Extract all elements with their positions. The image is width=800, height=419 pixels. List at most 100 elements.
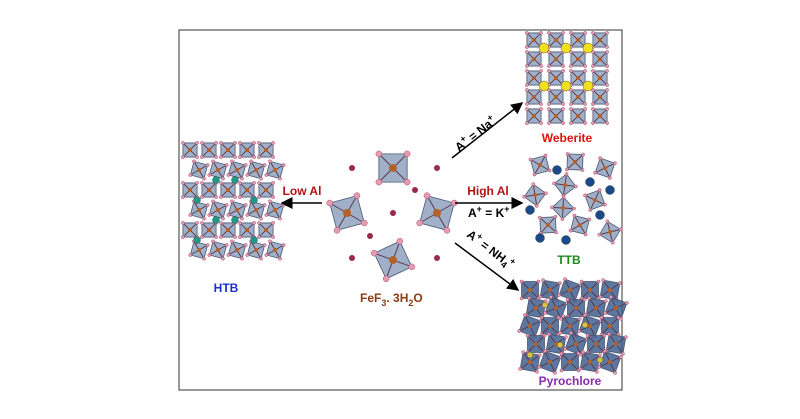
- fluorine: [609, 295, 613, 299]
- fluorine: [245, 213, 250, 217]
- iron: [264, 148, 268, 152]
- k-condition: A+ = K+: [468, 204, 510, 220]
- fluorine: [396, 237, 404, 245]
- cation: [605, 185, 615, 195]
- nh4-condition: A+ = NH4+: [463, 226, 518, 274]
- text-part: 3: [381, 298, 386, 308]
- fluorine: [565, 167, 569, 172]
- fluorine: [188, 173, 193, 177]
- fluorine: [621, 351, 625, 356]
- iron: [532, 76, 536, 80]
- fluorine: [259, 256, 263, 261]
- fluorine: [583, 31, 587, 35]
- cation: [561, 235, 571, 245]
- fluorine: [625, 301, 629, 305]
- fluorine: [264, 213, 269, 217]
- iron: [197, 208, 201, 212]
- fluorine: [219, 195, 223, 199]
- iron: [548, 288, 552, 292]
- fluorine: [221, 216, 225, 221]
- fluorine: [613, 161, 617, 166]
- fluorine: [588, 208, 593, 212]
- fluorine: [525, 50, 529, 54]
- fluorine: [252, 221, 256, 225]
- fluorine: [181, 221, 185, 225]
- fluorine: [582, 297, 587, 302]
- fluorine: [281, 243, 286, 247]
- fluorine: [525, 45, 529, 49]
- fluorine: [559, 368, 564, 373]
- iron: [254, 168, 258, 172]
- fluorine: [519, 279, 524, 284]
- fluorine: [547, 107, 551, 111]
- iron: [598, 95, 602, 99]
- fluorine: [591, 107, 595, 111]
- fluorine: [587, 217, 592, 222]
- fluorine: [226, 173, 231, 177]
- cation: [582, 42, 594, 54]
- fluorine: [211, 239, 215, 244]
- fluorine: [271, 235, 275, 239]
- fluorine: [583, 121, 587, 125]
- fluorine: [532, 172, 537, 177]
- fluorine: [443, 227, 451, 234]
- cation: [538, 80, 550, 92]
- iron: [538, 163, 542, 167]
- fluorine: [537, 353, 542, 357]
- fluorine: [252, 181, 256, 185]
- fluorine: [518, 367, 523, 371]
- fluorine: [583, 313, 587, 317]
- fluorine: [547, 69, 551, 73]
- frame: [178, 29, 623, 391]
- fluorine: [583, 64, 587, 68]
- fluorine: [238, 181, 242, 185]
- center-formula: FeF3. 3H2O: [360, 291, 423, 308]
- fluorine: [224, 163, 229, 167]
- fluorine: [603, 299, 608, 303]
- fluorine: [601, 278, 605, 283]
- fluorine: [569, 121, 573, 125]
- cation: [538, 42, 550, 54]
- fluorine: [569, 331, 573, 335]
- iron: [226, 188, 230, 192]
- fluorine: [200, 221, 204, 225]
- fluorine: [233, 195, 237, 199]
- fluorine: [268, 199, 272, 204]
- iron: [197, 168, 201, 172]
- fluorine: [211, 199, 215, 204]
- fluorine: [207, 213, 212, 217]
- fluorine: [271, 181, 275, 185]
- text-part: +: [504, 204, 509, 214]
- low-al-label: Low Al: [283, 184, 322, 198]
- cation: [526, 351, 534, 359]
- iron: [548, 324, 552, 328]
- iron: [578, 223, 582, 227]
- fluorine: [278, 256, 282, 261]
- fluorine: [605, 88, 609, 92]
- fluorine: [595, 369, 599, 374]
- fluorine: [219, 141, 223, 145]
- fluorine: [547, 332, 551, 337]
- cation: [582, 80, 594, 92]
- fluorine: [226, 213, 231, 217]
- fluorine: [561, 107, 565, 111]
- iron: [568, 324, 572, 328]
- fluorine: [591, 31, 595, 35]
- fluorine: [195, 141, 199, 145]
- iron: [532, 114, 536, 118]
- fluorine: [257, 141, 261, 145]
- iron: [588, 360, 592, 364]
- fluorine: [605, 50, 609, 54]
- fluorine: [560, 217, 565, 221]
- fluorine: [558, 331, 563, 335]
- fluorine: [257, 181, 261, 185]
- fluorine: [597, 232, 602, 237]
- iron: [554, 38, 558, 42]
- iron: [594, 306, 598, 310]
- fluorine: [563, 277, 567, 281]
- fluorine: [581, 152, 585, 157]
- fluorine: [539, 107, 543, 111]
- iron: [563, 183, 567, 187]
- fluorine: [257, 155, 261, 159]
- water: [412, 187, 418, 193]
